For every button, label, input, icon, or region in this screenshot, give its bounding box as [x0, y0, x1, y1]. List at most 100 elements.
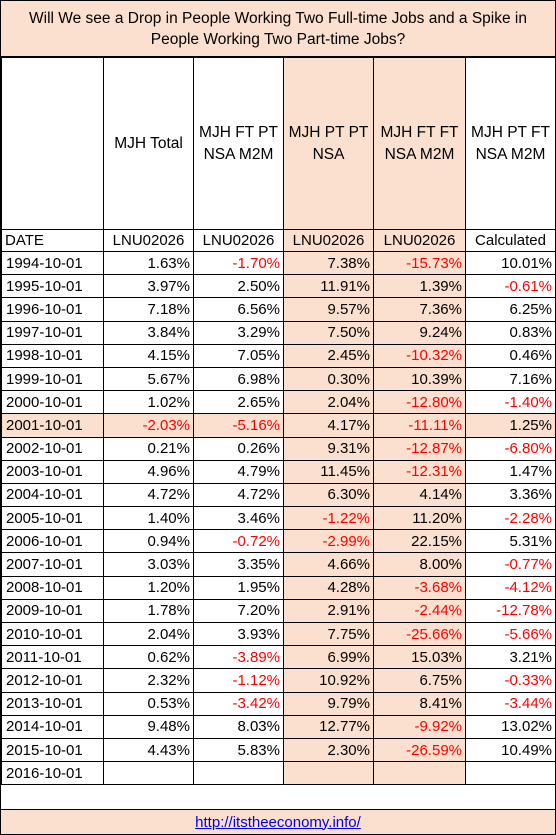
- value-cell: 2.32%: [103, 668, 194, 693]
- value-cell: -9.92%: [373, 714, 466, 739]
- value-cell: 2.30%: [283, 737, 374, 763]
- id-cell: Calculated: [465, 229, 556, 252]
- date-cell: 2012-10-01: [1, 668, 104, 693]
- header-mjh-pt-ft: MJH PT FT NSA M2M: [465, 57, 556, 230]
- value-cell: 1.47%: [465, 459, 556, 484]
- value-cell: -12.78%: [465, 598, 556, 624]
- value-cell: 5.67%: [103, 366, 194, 392]
- value-cell: -15.73%: [373, 250, 466, 276]
- date-cell: 2005-10-01: [1, 506, 104, 531]
- table-row: 2006-10-01 0.94% -0.72% -2.99% 22.15% 5.31%: [1, 529, 556, 554]
- value-cell: 2.04%: [103, 621, 194, 647]
- value-cell: 13.02%: [465, 714, 556, 739]
- date-cell: 2016-10-01: [1, 761, 104, 786]
- value-cell: 0.30%: [283, 366, 374, 392]
- date-cell: 2000-10-01: [1, 390, 104, 415]
- value-cell: 9.31%: [283, 436, 374, 461]
- value-cell: [465, 761, 556, 786]
- value-cell: 11.20%: [373, 506, 466, 531]
- value-cell: -11.11%: [373, 413, 466, 438]
- series-id-row: DATE LNU02026 LNU02026 LNU02026 LNU02026…: [1, 229, 556, 252]
- value-cell: 6.98%: [193, 366, 284, 392]
- value-cell: 5.31%: [465, 529, 556, 554]
- date-cell: 2015-10-01: [1, 737, 104, 763]
- value-cell: 0.62%: [103, 645, 194, 670]
- value-cell: 8.41%: [373, 691, 466, 716]
- value-cell: -26.59%: [373, 737, 466, 763]
- value-cell: 9.24%: [373, 320, 466, 345]
- value-cell: 0.46%: [465, 343, 556, 368]
- id-cell: LNU02026: [373, 229, 466, 252]
- table-row: 2001-10-01 -2.03% -5.16% 4.17% -11.11% 1.25%: [1, 413, 556, 438]
- value-cell: 7.18%: [103, 297, 194, 322]
- header-mjh-ft-ft: MJH FT FT NSA M2M: [373, 57, 466, 230]
- date-cell: 1997-10-01: [1, 320, 104, 345]
- date-cell: 1995-10-01: [1, 274, 104, 299]
- value-cell: 2.50%: [193, 274, 284, 299]
- header-mjh-pt-pt: MJH PT PT NSA: [283, 57, 374, 230]
- value-cell: 6.75%: [373, 668, 466, 693]
- table-row: 2011-10-01 0.62% -3.89% 6.99% 15.03% 3.21%: [1, 645, 556, 670]
- value-cell: -0.33%: [465, 668, 556, 693]
- header-mjh-ft-pt: MJH FT PT NSA M2M: [193, 57, 284, 230]
- table-row: 2000-10-01 1.02% 2.65% 2.04% -12.80% -1.40%: [1, 390, 556, 415]
- value-cell: 4.15%: [103, 343, 194, 368]
- date-cell: 1998-10-01: [1, 343, 104, 368]
- value-cell: 4.17%: [283, 413, 374, 438]
- value-cell: 9.57%: [283, 297, 374, 322]
- id-cell: LNU02026: [103, 229, 194, 252]
- value-cell: 8.03%: [193, 714, 284, 739]
- table-row: 1996-10-01 7.18% 6.56% 9.57% 7.36% 6.25%: [1, 297, 556, 322]
- value-cell: -2.03%: [103, 413, 194, 438]
- value-cell: 7.50%: [283, 320, 374, 345]
- id-cell: DATE: [1, 229, 104, 252]
- value-cell: 0.94%: [103, 529, 194, 554]
- date-cell: 2003-10-01: [1, 459, 104, 484]
- table-row: 2007-10-01 3.03% 3.35% 4.66% 8.00% -0.77%: [1, 552, 556, 577]
- value-cell: 3.35%: [193, 552, 284, 577]
- table-row: 2012-10-01 2.32% -1.12% 10.92% 6.75% -0.33%: [1, 668, 556, 693]
- value-cell: -3.68%: [373, 575, 466, 600]
- value-cell: 1.63%: [103, 250, 194, 276]
- value-cell: 0.21%: [103, 436, 194, 461]
- value-cell: 6.25%: [465, 297, 556, 322]
- value-cell: 2.91%: [283, 598, 374, 624]
- value-cell: -3.44%: [465, 691, 556, 716]
- value-cell: 1.39%: [373, 274, 466, 299]
- table-row: 1994-10-01 1.63% -1.70% 7.38% -15.73% 10.01%: [1, 250, 556, 276]
- table-row: 2002-10-01 0.21% 0.26% 9.31% -12.87% -6.80%: [1, 436, 556, 461]
- table-row: 2009-10-01 1.78% 7.20% 2.91% -2.44% -12.78%: [1, 598, 556, 624]
- value-cell: 1.02%: [103, 390, 194, 415]
- value-cell: -4.12%: [465, 575, 556, 600]
- value-cell: 3.46%: [193, 506, 284, 531]
- date-cell: 1994-10-01: [1, 250, 104, 276]
- value-cell: [283, 761, 374, 786]
- table-row: 2005-10-01 1.40% 3.46% -1.22% 11.20% -2.28%: [1, 506, 556, 531]
- value-cell: 4.66%: [283, 552, 374, 577]
- value-cell: -6.80%: [465, 436, 556, 461]
- value-cell: 6.30%: [283, 482, 374, 508]
- value-cell: -5.16%: [193, 413, 284, 438]
- value-cell: 7.38%: [283, 250, 374, 276]
- table-row: 2008-10-01 1.20% 1.95% 4.28% -3.68% -4.12%: [1, 575, 556, 600]
- value-cell: -1.70%: [193, 250, 284, 276]
- footer-link[interactable]: http://itstheeconomy.info/: [195, 813, 361, 831]
- value-cell: 3.29%: [193, 320, 284, 345]
- date-cell: 2008-10-01: [1, 575, 104, 600]
- value-cell: -2.28%: [465, 506, 556, 531]
- value-cell: 3.21%: [465, 645, 556, 670]
- value-cell: -12.31%: [373, 459, 466, 484]
- value-cell: 10.49%: [465, 737, 556, 763]
- value-cell: -1.12%: [193, 668, 284, 693]
- date-cell: 2011-10-01: [1, 645, 104, 670]
- header-row: MJH Total MJH FT PT NSA M2M MJH PT PT NS…: [1, 57, 556, 230]
- value-cell: 7.16%: [465, 366, 556, 392]
- value-cell: [103, 761, 194, 786]
- table-row: 2014-10-01 9.48% 8.03% 12.77% -9.92% 13.02%: [1, 714, 556, 739]
- table-row: 2003-10-01 4.96% 4.79% 11.45% -12.31% 1.47%: [1, 459, 556, 484]
- date-cell: 2010-10-01: [1, 621, 104, 647]
- value-cell: -2.44%: [373, 598, 466, 624]
- value-cell: 0.53%: [103, 691, 194, 716]
- id-cell: LNU02026: [283, 229, 374, 252]
